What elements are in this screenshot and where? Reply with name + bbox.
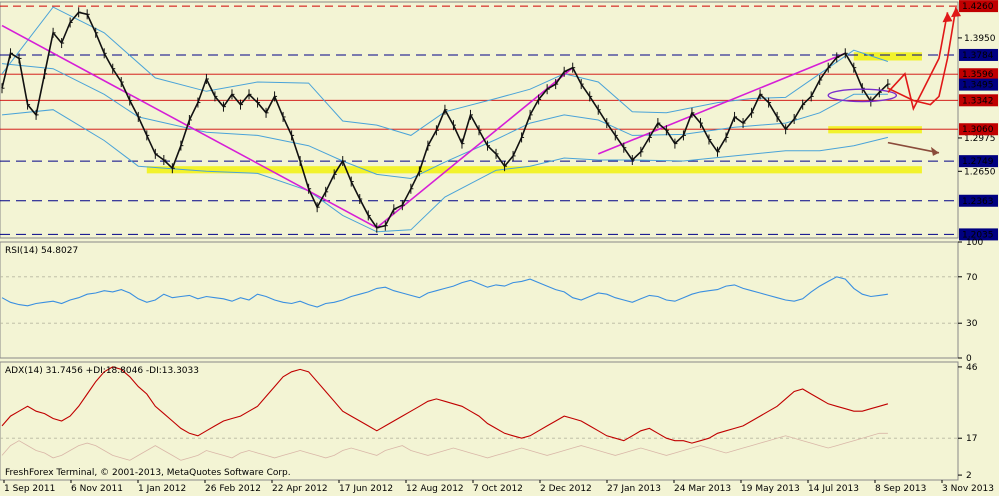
level-box-label-1: 1.3784 <box>962 51 994 61</box>
x-tick-label-10: 24 Mar 2013 <box>674 484 731 494</box>
x-tick-label-8: 2 Dec 2012 <box>540 484 592 494</box>
adx-ytick-label-2: 2 <box>966 471 972 481</box>
level-box-4 <box>959 94 998 107</box>
x-tick-label-3: 26 Feb 2012 <box>205 484 261 494</box>
rsi-ytick-label-1: 70 <box>966 273 978 283</box>
main-ytick-label-1: 1.2975 <box>964 134 996 144</box>
projection-arrowhead-1 <box>942 12 953 23</box>
upper-band-line <box>1 6 889 136</box>
rsi-ytick-label-0: 100 <box>966 238 983 248</box>
adx-line <box>1 366 889 444</box>
level-box-label-2: 1.3596 <box>962 70 994 80</box>
support-zone-0 <box>146 166 922 174</box>
main-ytick-label-0: 1.3950 <box>964 34 996 44</box>
projection-arrow-2 <box>887 6 957 106</box>
trendline-1 <box>376 67 574 229</box>
trendline-2 <box>597 52 846 155</box>
x-tick-label-6: 12 Aug 2012 <box>406 484 464 494</box>
level-box-label-0: 1.4260 <box>962 2 994 12</box>
x-tick-label-4: 22 Apr 2012 <box>272 484 328 494</box>
rsi-ytick-label-3: 0 <box>966 354 972 364</box>
brown-arrowhead <box>930 146 939 156</box>
x-tick-label-5: 17 Jun 2012 <box>339 484 393 494</box>
x-tick-label-0: 1 Sep 2011 <box>4 484 55 494</box>
di-line <box>1 432 888 461</box>
rsi-label: RSI(14) 54.8027 <box>5 246 78 256</box>
brown-arrow-line <box>887 141 940 154</box>
level-box-2 <box>959 68 998 81</box>
level-box-1 <box>959 48 998 61</box>
price-line <box>1 11 889 229</box>
x-tick-label-1: 6 Nov 2011 <box>71 484 123 494</box>
main-ytick-label-2: 1.2650 <box>964 167 996 177</box>
trendline-0 <box>1 24 378 229</box>
rsi-line <box>1 276 888 308</box>
main-panel-frame <box>0 1 959 239</box>
x-tick-label-14: 3 Nov 2013 <box>942 484 994 494</box>
level-box-8 <box>959 228 998 241</box>
level-box-label-3: 1.3495 <box>962 81 994 91</box>
support-zone-2 <box>853 52 922 61</box>
support-zone-1 <box>828 126 922 134</box>
level-box-7 <box>959 194 998 207</box>
adx-panel-frame <box>0 361 959 481</box>
ellipse-marker-0 <box>827 88 898 103</box>
x-tick-label-13: 8 Sep 2013 <box>875 484 926 494</box>
adx-ytick-label-1: 17 <box>966 434 977 444</box>
level-box-5 <box>959 123 998 136</box>
x-tick-label-11: 19 May 2013 <box>741 484 800 494</box>
footer-copyright: FreshForex Terminal, © 2001-2013, MetaQu… <box>5 468 291 478</box>
level-box-label-5: 1.3060 <box>962 125 994 135</box>
projection-arrow-1 <box>887 12 949 111</box>
level-box-6 <box>959 155 998 168</box>
level-box-label-8: 1.2035 <box>962 230 994 240</box>
x-tick-label-7: 7 Oct 2012 <box>473 484 523 494</box>
projection-arrowhead-2 <box>951 7 961 18</box>
level-box-label-7: 1.2363 <box>962 197 994 207</box>
level-box-label-4: 1.3342 <box>962 96 994 106</box>
rsi-panel-frame <box>0 241 959 359</box>
x-tick-label-2: 1 Jan 2012 <box>138 484 186 494</box>
rsi-ytick-label-2: 30 <box>966 319 978 329</box>
x-tick-label-12: 14 Jul 2013 <box>808 484 859 494</box>
x-tick-label-9: 27 Jan 2013 <box>607 484 661 494</box>
level-box-0 <box>959 0 998 13</box>
adx-ytick-label-0: 46 <box>966 363 978 373</box>
level-box-label-6: 1.2749 <box>962 157 994 167</box>
level-box-3 <box>959 78 998 91</box>
adx-label: ADX(14) 31.7456 +DI:18.8046 -DI:13.3033 <box>5 366 199 376</box>
